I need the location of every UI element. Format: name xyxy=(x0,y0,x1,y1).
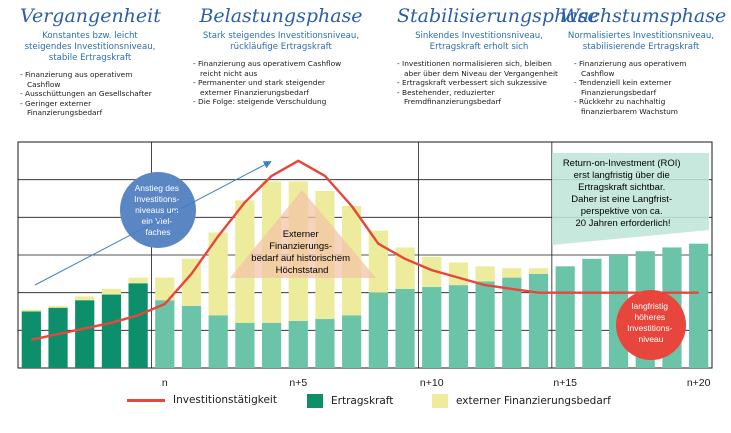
phase-subtitle: Konstantes bzw. leicht steigendes Invest… xyxy=(24,31,156,63)
x-tick-label: n+15 xyxy=(553,377,577,389)
external-bar xyxy=(422,256,442,288)
earnings-bar xyxy=(315,319,335,368)
roi-text: Return-on-Investment (ROI) erst langfris… xyxy=(563,158,683,229)
legend-external: externer Finanzierungsbedarf xyxy=(432,394,611,408)
phase-title: Wachstumsphase xyxy=(560,5,727,27)
earnings-bar xyxy=(582,258,602,368)
trend-arrow xyxy=(34,161,272,286)
square-swatch-icon xyxy=(432,394,448,408)
external-bar xyxy=(128,277,148,284)
x-tick-label: n+20 xyxy=(687,377,711,389)
phase-stabilisierung: Stabilisierungsphase Sinkendes Investiti… xyxy=(397,4,599,107)
external-bar xyxy=(475,266,495,282)
legend-label: externer Finanzierungsbedarf xyxy=(456,395,611,407)
external-bar xyxy=(155,277,175,301)
external-bar xyxy=(395,247,415,289)
phase-subtitle: Normalisiertes Investitionsniveau, stabi… xyxy=(567,31,715,52)
phase-bullets: Finanzierung aus operativem Cashflow Ten… xyxy=(560,59,722,117)
phase-bullet: Tendenziell kein externer Finanzierungsb… xyxy=(574,78,722,97)
phase-bullet: Geringer externer Finanzierungsbedarf xyxy=(20,99,160,118)
legend-label: Investitionstätigkeit xyxy=(173,394,277,406)
triangle-annotation xyxy=(230,190,376,278)
circle-red-text: langfristig höheres Investitions- niveau xyxy=(627,301,675,344)
phase-bullet: Ausschüttungen an Gesellschafter xyxy=(20,89,160,99)
external-bar xyxy=(448,262,469,286)
phase-bullet: Finanzierung aus operativem Cashflow xyxy=(20,70,160,89)
external-bar xyxy=(75,296,95,301)
phase-title: Belastungsphase xyxy=(199,5,363,27)
external-bar xyxy=(181,258,202,306)
investment-line-layer xyxy=(31,159,699,341)
phase-bullet: Bestehender, reduzierter Fremdfinanzieru… xyxy=(397,88,561,107)
earnings-bar xyxy=(288,320,308,368)
earnings-bar xyxy=(475,281,495,368)
phase-bullet: Rückkehr zu nachhaltig finanzierbarem Wa… xyxy=(574,97,722,116)
earnings-bar xyxy=(261,322,282,368)
phase-subtitle: Sinkendes Investitionsniveau, Ertragskra… xyxy=(415,31,543,52)
square-swatch-icon xyxy=(307,394,323,408)
earnings-bar xyxy=(395,288,415,368)
legend-label: Ertragskraft xyxy=(331,395,394,407)
phase-bullet: Permanenter und stark steigender externe… xyxy=(193,78,343,97)
x-tick-label: n+10 xyxy=(420,377,444,389)
earnings-bar xyxy=(555,266,575,368)
earnings-bar xyxy=(502,277,522,368)
roi-box xyxy=(552,153,709,245)
triangle-text: Externer Finanzierungs- bedarf auf histo… xyxy=(251,229,352,276)
phase-belastung: Belastungsphase Stark steigendes Investi… xyxy=(193,4,369,107)
phase-bullets: Finanzierung aus operativem Cashflow Aus… xyxy=(20,70,160,118)
earnings-bar xyxy=(689,243,709,368)
external-bar xyxy=(528,268,549,274)
legend-investment: Investitionstätigkeit xyxy=(127,394,277,406)
external-bar xyxy=(101,288,122,295)
phase-subtitle: Stark steigendes Investitionsniveau, rüc… xyxy=(202,31,360,52)
earnings-bar xyxy=(128,283,148,368)
circle-red xyxy=(616,290,686,360)
earnings-bar xyxy=(528,273,549,368)
phase-title: Stabilisierungsphase xyxy=(397,5,599,27)
external-bar xyxy=(502,268,522,278)
earnings-bar xyxy=(235,322,255,368)
earnings-bar xyxy=(208,315,228,368)
earnings-bar xyxy=(75,300,95,368)
external-bar xyxy=(368,230,388,293)
legend-earnings: Ertragskraft xyxy=(307,394,393,408)
earnings-bar xyxy=(155,300,175,368)
legend: Investitionstätigkeit Ertragskraft exter… xyxy=(0,394,731,414)
x-tick-label: n xyxy=(162,377,168,389)
earnings-bar xyxy=(48,307,68,368)
phase-bullet: Investitionen normalisieren sich, bleibe… xyxy=(397,59,561,78)
phase-bullet: Die Folge: steigende Verschuldung xyxy=(193,97,343,107)
investment-line xyxy=(31,159,699,341)
earnings-bar xyxy=(181,305,202,368)
earnings-bar xyxy=(448,285,469,368)
phase-bullet: Ertragskraft verbessert sich sukzessive xyxy=(397,78,561,88)
x-axis: n n+5 n+10 n+15 n+20 xyxy=(162,377,711,389)
phase-vergangenheit: Vergangenheit Konstantes bzw. leicht ste… xyxy=(20,4,161,118)
external-bar xyxy=(208,232,228,316)
external-bar xyxy=(21,309,41,312)
earnings-bar xyxy=(342,315,362,368)
phase-bullets: Investitionen normalisieren sich, bleibe… xyxy=(397,59,561,107)
earnings-bar xyxy=(422,287,442,368)
earnings-bar xyxy=(368,292,388,368)
phase-bullet: Finanzierung aus operativem Cashflow xyxy=(574,59,722,78)
phase-bullet: Finanzierung aus operativem Cashflow rei… xyxy=(193,59,343,78)
phase-wachstum: Wachstumsphase Normalisiertes Investitio… xyxy=(560,4,727,117)
external-bar xyxy=(48,305,68,308)
phase-bullets: Finanzierung aus operativem Cashflow rei… xyxy=(193,59,343,107)
line-swatch-icon xyxy=(127,398,165,402)
earnings-bar xyxy=(101,294,122,368)
circle-blue xyxy=(120,172,196,248)
x-tick-label: n+5 xyxy=(289,377,307,389)
phase-title: Vergangenheit xyxy=(20,5,161,27)
